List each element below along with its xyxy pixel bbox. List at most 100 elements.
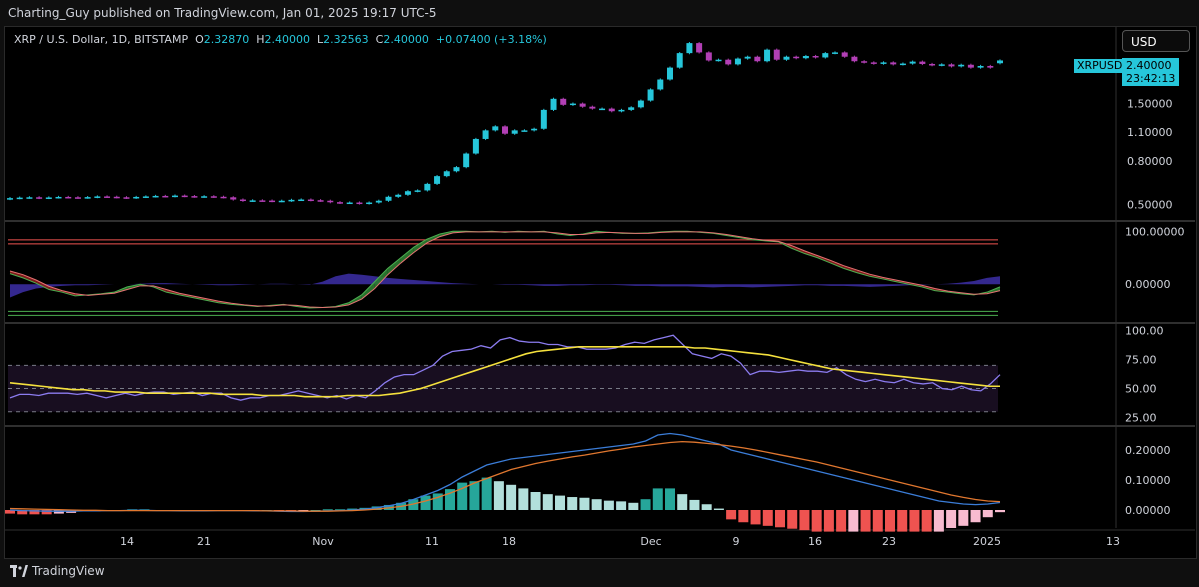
legend-low: 2.32563: [323, 33, 369, 46]
stoch-ribbon-segment: [426, 233, 440, 243]
chart-area[interactable]: [4, 26, 1197, 559]
stoch-ribbon-segment: [374, 268, 388, 289]
candle-body: [453, 167, 460, 172]
macd-histogram-bar: [335, 509, 345, 511]
time-axis-label: 18: [502, 535, 516, 548]
rsi-scale-label: 75.00: [1125, 354, 1157, 367]
time-axis-label: 14: [120, 535, 134, 548]
footer-brand: TradingView: [32, 564, 105, 578]
candle-body: [870, 62, 877, 64]
macd-histogram-bar: [750, 510, 761, 525]
candle-body: [783, 56, 790, 60]
time-axis-label: 9: [733, 535, 740, 548]
macd-histogram-bar: [445, 489, 455, 510]
macd-histogram-bar: [689, 499, 700, 510]
macd-histogram-bar: [946, 510, 957, 528]
candle-body: [929, 63, 936, 66]
macd-histogram-bar: [958, 510, 969, 526]
candle-body: [220, 196, 227, 199]
candle-body: [909, 61, 916, 64]
tradingview-logo-icon: [10, 565, 28, 577]
candle-body: [327, 200, 334, 203]
macd-histogram-bar: [542, 494, 553, 510]
candle-body: [201, 196, 208, 198]
stoch-ribbon-segment: [843, 265, 857, 273]
candle-body: [890, 62, 897, 65]
candle-body: [385, 196, 392, 201]
macd-histogram-bar: [591, 499, 602, 510]
candle-body: [880, 62, 887, 64]
legend-symbol: XRP / U.S. Dollar, 1D, BITSTAMP: [14, 33, 189, 46]
candle-body: [802, 55, 809, 59]
stoch-ribbon-segment: [23, 274, 37, 284]
candle-body: [637, 100, 644, 108]
candle-body: [424, 183, 431, 191]
macd-histogram-bar: [665, 488, 675, 510]
candle-body: [375, 200, 382, 203]
macd-histogram-bar: [640, 499, 651, 510]
candle-body: [434, 176, 441, 184]
candle-body: [725, 59, 732, 65]
time-axis-label: 16: [808, 535, 822, 548]
candle-body: [356, 202, 363, 205]
legend-low-label: L: [317, 33, 324, 46]
candle-body: [65, 196, 72, 199]
macd-histogram-bar: [897, 510, 908, 532]
macd-histogram-bar: [823, 510, 834, 532]
macd-histogram-bar: [677, 494, 688, 510]
candle-body: [744, 56, 751, 59]
macd-histogram-bar: [17, 510, 28, 515]
candle-body: [676, 53, 683, 68]
legend-open: 2.32870: [203, 33, 250, 46]
publish-info: Charting_Guy published on TradingView.co…: [8, 6, 437, 20]
macd-histogram-bar: [933, 510, 944, 532]
stoch-ribbon-segment: [856, 269, 870, 277]
candle-body: [628, 107, 635, 110]
candle-body: [113, 196, 120, 199]
candle-body: [239, 199, 246, 202]
footer: TradingView: [10, 564, 105, 578]
candle-body: [181, 195, 188, 198]
candle-body: [210, 196, 217, 198]
candle-body: [832, 52, 838, 54]
candle-body: [511, 130, 518, 134]
stoch-ribbon-segment: [791, 245, 805, 254]
macd-histogram-bar: [628, 502, 639, 510]
candle-body: [463, 153, 470, 168]
macd-line: [9, 432, 1001, 513]
candle-body: [84, 197, 91, 199]
macd-histogram-bar: [885, 510, 895, 532]
candle-body: [861, 61, 868, 63]
time-axis-label: 2025: [973, 535, 1001, 548]
candle-body: [55, 196, 62, 199]
macd-histogram-bar: [41, 510, 52, 515]
candle-body: [686, 43, 693, 54]
macd-histogram-bar: [579, 497, 590, 510]
macd-histogram-bar: [738, 510, 749, 523]
macd-histogram-bar: [970, 510, 981, 523]
candle-body: [269, 200, 276, 203]
candle-body: [851, 56, 858, 62]
stoch-ribbon-segment: [830, 260, 844, 269]
candle-body: [899, 63, 906, 66]
macd-histogram-bar: [860, 510, 871, 532]
macd-histogram-bar: [775, 510, 785, 528]
candle-body: [705, 52, 712, 61]
currency-button[interactable]: USD: [1122, 30, 1190, 52]
candle-body: [987, 65, 994, 68]
candle-body: [550, 98, 557, 110]
stoch-ribbon-segment: [361, 281, 375, 300]
candle-body: [162, 195, 169, 198]
candle-body: [259, 200, 266, 202]
candle-body: [919, 61, 926, 64]
macd-histogram-bar: [493, 481, 504, 510]
candle-body: [152, 195, 159, 198]
candle-body: [472, 138, 479, 154]
candle-body: [346, 202, 353, 205]
macd-histogram-bar: [469, 481, 480, 510]
macd-histogram-bar: [555, 495, 565, 510]
macd-histogram-bar: [921, 510, 932, 532]
candle-body: [123, 197, 130, 199]
rsi-scale-label: 100.00: [1125, 325, 1164, 338]
